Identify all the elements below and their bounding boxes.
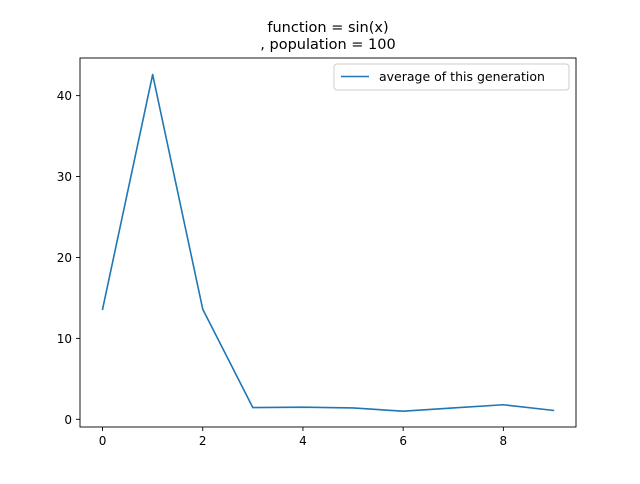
chart-title-line-1: function = sin(x) <box>267 20 388 36</box>
y-axis: 0 10 20 30 40 <box>57 89 80 427</box>
x-tick-label: 0 <box>99 434 107 448</box>
series-layer <box>101 73 555 413</box>
series-line-0 <box>101 73 555 413</box>
y-tick-label: 30 <box>57 170 72 184</box>
chart-title-line-2: , population = 100 <box>260 37 395 53</box>
y-tick-label: 0 <box>64 413 72 427</box>
legend-entry-label: average of this generation <box>379 69 545 84</box>
plot-area <box>79 57 577 428</box>
x-tick-label: 8 <box>500 434 508 448</box>
legend: average of this generation <box>333 63 570 91</box>
x-tick-label: 6 <box>399 434 407 448</box>
x-axis: 0 2 4 6 8 <box>99 427 507 448</box>
y-tick-label: 10 <box>57 332 72 346</box>
y-tick-label: 20 <box>57 251 72 265</box>
x-tick-label: 4 <box>299 434 307 448</box>
legend-box <box>333 63 570 91</box>
y-tick-label: 40 <box>57 89 72 103</box>
x-tick-label: 2 <box>199 434 207 448</box>
